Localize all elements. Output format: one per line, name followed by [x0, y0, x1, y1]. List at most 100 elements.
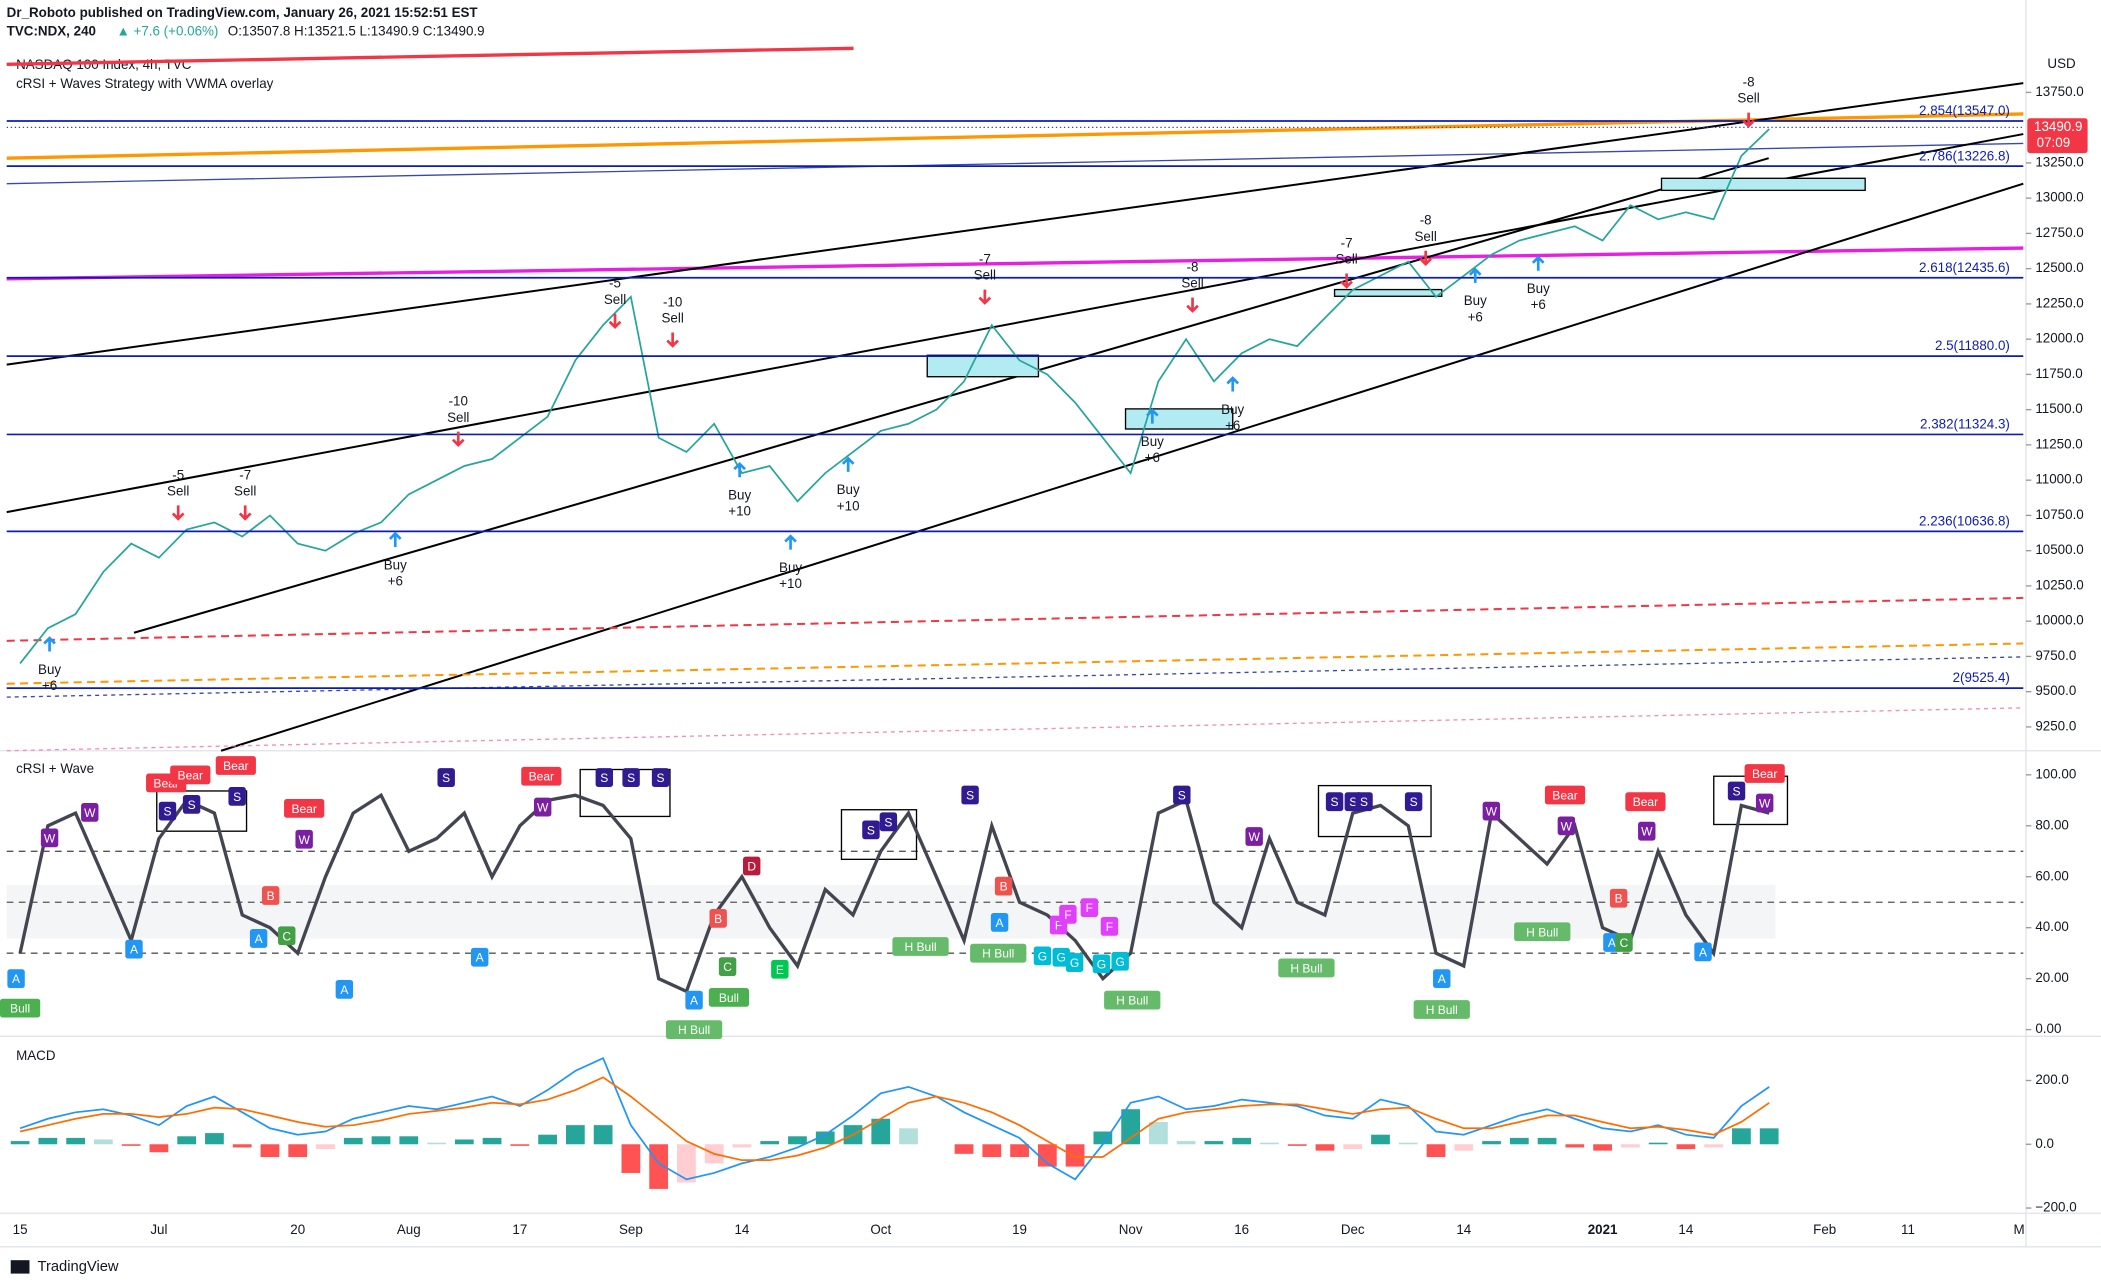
crsi-marker — [1245, 827, 1263, 846]
price-tag-label: 13490.9 — [2034, 119, 2082, 134]
histogram-bar — [1426, 1144, 1446, 1158]
x-tick-label: Dec — [1341, 1222, 1365, 1237]
crsi-marker-label: S — [188, 798, 196, 812]
crsi-marker-label: D — [747, 860, 756, 874]
ohlc: O:13507.8 H:13521.5 L:13490.9 C:13490.9 — [228, 24, 485, 39]
signal-arrow — [784, 534, 797, 550]
crsi-marker-label: Bear — [178, 768, 203, 782]
crsi-marker — [990, 912, 1009, 932]
fib-label: 2.786(13226.8) — [1919, 148, 2010, 163]
signal-label: Buy — [384, 557, 407, 572]
crsi-marker-label: A — [130, 943, 139, 957]
zone-box — [1124, 408, 1234, 430]
crsi-marker-label: F — [1086, 901, 1093, 915]
fib-label: 2(9525.4) — [1953, 670, 2010, 685]
crsi-marker — [994, 876, 1013, 896]
crsi-marker-label: H Bull — [1526, 925, 1558, 939]
crsi-marker-label: G — [1097, 957, 1106, 971]
signal-arrow — [1226, 376, 1240, 392]
histogram-bar — [1565, 1144, 1585, 1148]
signal-arrow — [1742, 112, 1755, 128]
signal-arrow — [666, 332, 679, 348]
currency: USD — [2047, 56, 2076, 71]
histogram-bar — [677, 1144, 696, 1183]
histogram-bar — [10, 1141, 30, 1145]
crsi-marker — [81, 803, 99, 822]
signal-label: Sell — [974, 268, 996, 283]
histogram-bar — [899, 1128, 918, 1145]
crsi-marker-label: G — [1057, 951, 1066, 965]
signal-label: -5 — [609, 276, 621, 291]
s-box — [156, 790, 248, 832]
crsi-marker — [1052, 947, 1070, 967]
signal-label: Buy — [1141, 434, 1164, 449]
crsi-marker-label: G — [1070, 956, 1079, 970]
histogram-bar — [288, 1144, 308, 1158]
publisher: Dr_Roboto published on TradingView.com, … — [7, 5, 479, 20]
crsi-marker — [1615, 933, 1633, 952]
signal-arrow — [1531, 255, 1545, 271]
histogram-bar — [1759, 1128, 1779, 1145]
crsi-marker-label: H Bull — [1290, 961, 1322, 975]
crsi-marker-label: S — [657, 771, 665, 785]
crsi-marker-label: Bear — [1552, 789, 1577, 803]
x-tick-label: M — [2013, 1222, 2024, 1237]
series-line — [19, 1056, 1770, 1181]
y-tick-label: 10500.0 — [2035, 542, 2083, 557]
crsi-marker-label: G — [1038, 949, 1047, 963]
histogram-bar — [121, 1144, 141, 1146]
crsi-marker-label: W — [84, 806, 96, 820]
crsi-marker-label: W — [537, 801, 549, 815]
signal-arrow — [1186, 297, 1199, 313]
crsi-marker-label: S — [600, 771, 608, 785]
crsi-marker — [709, 908, 727, 928]
signal-label: Buy — [1464, 293, 1487, 308]
crsi-marker-label: W — [44, 831, 56, 845]
x-tick-label: 14 — [734, 1222, 749, 1237]
crsi-marker-label: W — [1486, 805, 1498, 819]
crsi-marker-label: Bear — [529, 770, 554, 784]
histogram-bar — [1620, 1144, 1640, 1148]
histogram-bar — [1593, 1144, 1612, 1151]
crsi-marker-label: H Bull — [1426, 1003, 1458, 1017]
crsi-marker-label: E — [776, 963, 784, 977]
y-tick-label: 10000.0 — [2035, 613, 2083, 628]
crsi-marker — [892, 937, 949, 956]
crsi-marker — [879, 812, 898, 832]
y-tick-label: 0.0 — [2035, 1136, 2054, 1151]
histogram-bar — [399, 1136, 419, 1145]
y-tick-label: 13750.0 — [2035, 84, 2083, 99]
y-tick-label: 200.0 — [2035, 1072, 2069, 1087]
signal-label: Sell — [661, 311, 683, 326]
crsi-marker-label: W — [1641, 825, 1653, 839]
histogram-bar — [454, 1139, 474, 1145]
y-tick-label: 9250.0 — [2035, 718, 2076, 733]
crsi-marker-label: F — [1055, 919, 1062, 933]
crsi-marker-label: A — [255, 932, 264, 946]
y-tick-label: 9500.0 — [2035, 683, 2076, 698]
crsi-marker-label: H Bull — [904, 940, 936, 954]
signal-label: Buy — [38, 662, 61, 677]
crsi-marker — [1100, 916, 1119, 936]
crsi-marker — [7, 969, 25, 989]
histogram-bar — [1454, 1144, 1474, 1151]
crsi-marker-label: W — [1561, 819, 1573, 833]
x-tick-label: Sep — [619, 1222, 643, 1237]
signal-label: -7 — [1341, 236, 1353, 251]
histogram-bar — [1093, 1131, 1113, 1145]
signal-label: Buy — [779, 560, 802, 575]
y-tick-label: 11250.0 — [2035, 436, 2082, 451]
crsi-marker — [1755, 793, 1774, 813]
y-tick-label: 10750.0 — [2035, 507, 2083, 522]
y-tick-label: 60.00 — [2035, 868, 2069, 883]
histogram-bar — [788, 1136, 807, 1145]
crsi-marker — [1727, 781, 1746, 801]
histogram-bar — [1260, 1142, 1279, 1145]
y-tick-label: 10250.0 — [2035, 577, 2083, 592]
histogram-bar — [371, 1136, 391, 1145]
histogram-bar — [1343, 1144, 1363, 1150]
crsi-marker — [1092, 954, 1111, 974]
x-tick-label: 20 — [290, 1222, 305, 1237]
x-tick-label: 16 — [1234, 1222, 1249, 1237]
histogram-bar — [316, 1144, 335, 1150]
